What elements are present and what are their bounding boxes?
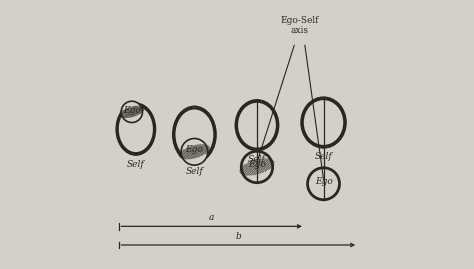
Text: a: a — [209, 213, 214, 222]
Ellipse shape — [237, 102, 277, 148]
Text: Ego-Self
axis: Ego-Self axis — [281, 16, 319, 36]
Text: Self: Self — [185, 167, 203, 176]
Text: Self: Self — [248, 155, 266, 164]
Circle shape — [308, 168, 339, 199]
Circle shape — [181, 139, 208, 165]
Text: Ego: Ego — [248, 160, 266, 169]
Ellipse shape — [303, 99, 344, 146]
Circle shape — [242, 152, 272, 182]
Text: Ego: Ego — [315, 177, 332, 186]
Text: Self: Self — [127, 160, 145, 169]
Ellipse shape — [174, 108, 214, 161]
Ellipse shape — [118, 105, 154, 153]
Circle shape — [121, 101, 143, 122]
Text: b: b — [236, 232, 241, 241]
Text: Self: Self — [315, 152, 332, 161]
Text: Ego: Ego — [185, 145, 203, 154]
Text: Ego: Ego — [123, 106, 141, 115]
